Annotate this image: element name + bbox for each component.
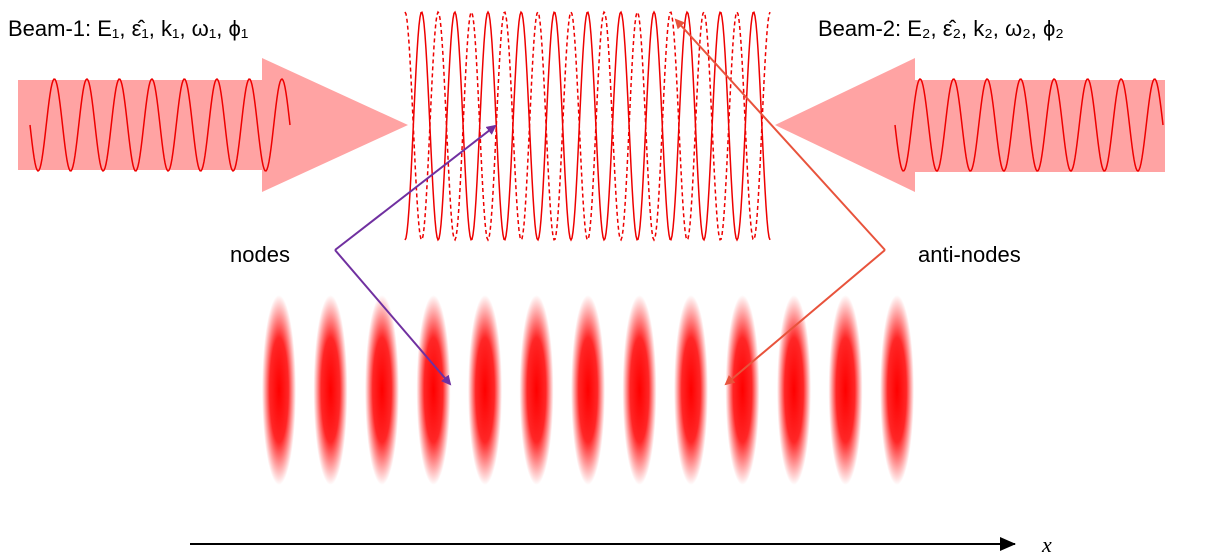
node-arrow — [334, 249, 452, 386]
node-arrow — [334, 124, 497, 251]
anti-nodes-label: anti-nodes — [918, 242, 1021, 267]
fringe — [880, 295, 914, 485]
beam-1-label: Beam-1: E₁, ε̂₁, k₁, ω₁, ϕ₁ — [8, 16, 248, 41]
fringe — [416, 295, 451, 485]
anti-node-arrow — [674, 18, 886, 251]
standing-wave-dashed — [404, 10, 771, 242]
fringe-pattern — [262, 295, 914, 485]
axis-label: x — [1041, 532, 1052, 557]
beam-1-wave — [29, 78, 291, 172]
beam-2-wave — [894, 78, 1164, 172]
fringe — [365, 295, 399, 485]
beam-2-arrow — [775, 58, 1165, 192]
fringe — [262, 295, 296, 485]
waves — [29, 10, 1164, 242]
fringe — [725, 295, 760, 485]
fringe — [777, 295, 811, 485]
beam-2-label: Beam-2: E₂, ε̂₂, k₂, ω₂, ϕ₂ — [818, 16, 1064, 41]
fringe — [519, 295, 554, 485]
fringe — [468, 295, 502, 485]
anti-node-arrow — [724, 249, 886, 386]
fringe — [828, 295, 863, 485]
beam-1-arrow — [18, 58, 408, 192]
nodes-label: nodes — [230, 242, 290, 267]
fringe — [622, 295, 657, 485]
standing-wave-solid — [404, 10, 771, 242]
fringe — [674, 295, 708, 485]
fringe — [313, 295, 348, 485]
fringe — [571, 295, 605, 485]
